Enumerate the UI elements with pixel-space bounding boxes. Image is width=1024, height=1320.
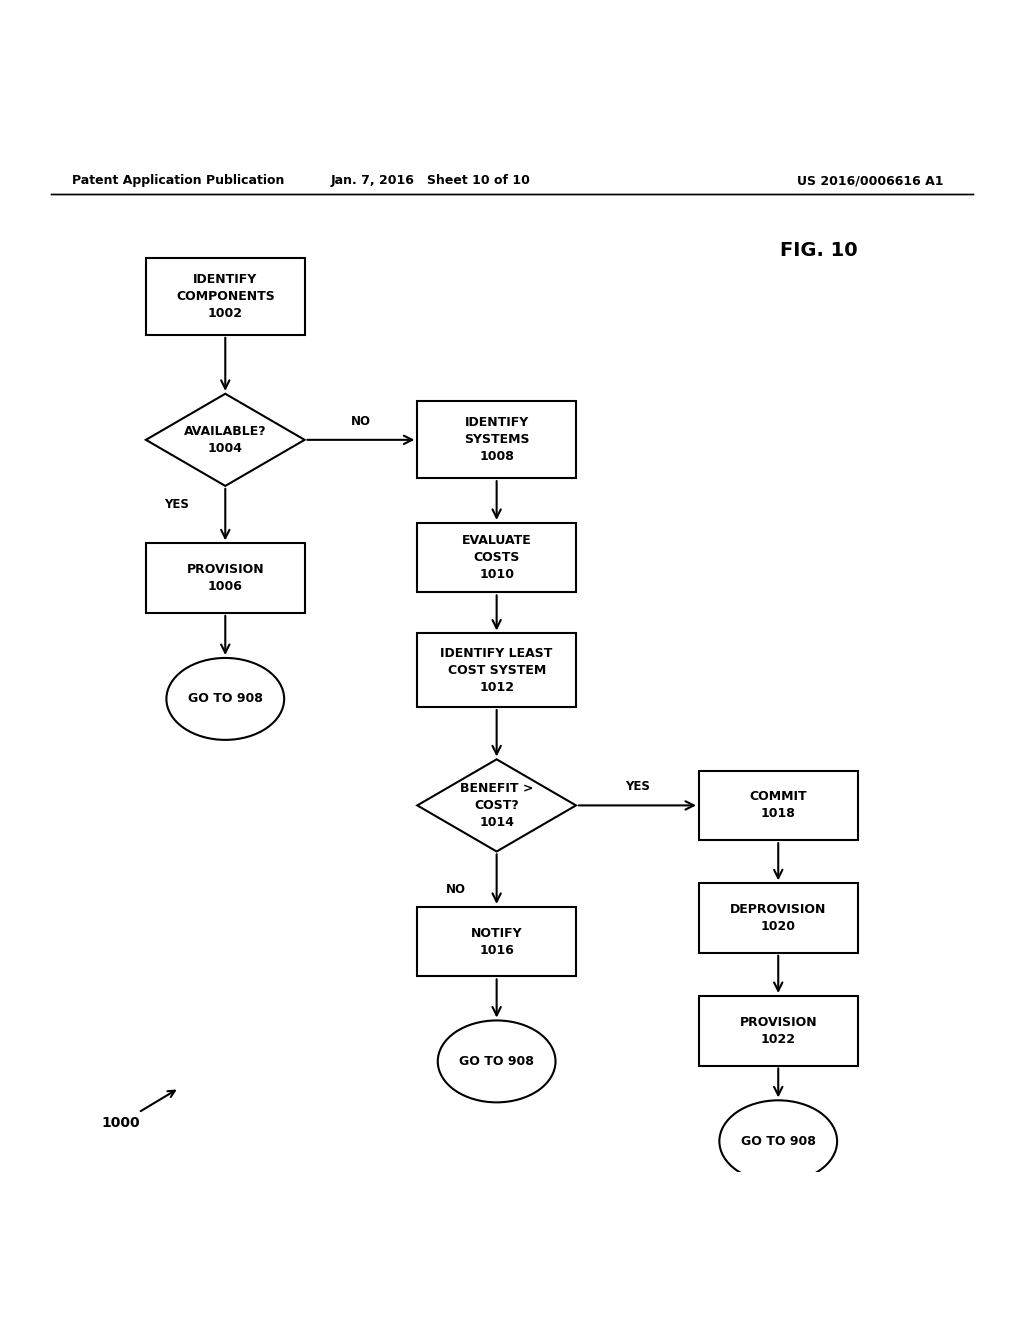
FancyBboxPatch shape [418, 634, 575, 708]
FancyBboxPatch shape [146, 544, 305, 612]
Text: GO TO 908: GO TO 908 [187, 693, 263, 705]
Text: AVAILABLE?
1004: AVAILABLE? 1004 [184, 425, 266, 455]
Text: NO: NO [445, 883, 466, 896]
Text: COMMIT
1018: COMMIT 1018 [750, 791, 807, 821]
FancyBboxPatch shape [146, 259, 305, 335]
Text: YES: YES [625, 780, 650, 793]
Polygon shape [146, 393, 305, 486]
FancyBboxPatch shape [698, 883, 858, 953]
Ellipse shape [719, 1101, 838, 1183]
FancyBboxPatch shape [418, 907, 575, 977]
FancyBboxPatch shape [698, 995, 858, 1065]
Text: PROVISION
1006: PROVISION 1006 [186, 564, 264, 593]
Text: 1000: 1000 [101, 1115, 140, 1130]
Text: IDENTIFY LEAST
COST SYSTEM
1012: IDENTIFY LEAST COST SYSTEM 1012 [440, 647, 553, 694]
FancyBboxPatch shape [418, 401, 575, 478]
Text: NO: NO [351, 414, 371, 428]
Text: YES: YES [164, 498, 188, 511]
Text: US 2016/0006616 A1: US 2016/0006616 A1 [797, 174, 944, 187]
Text: PROVISION
1022: PROVISION 1022 [739, 1015, 817, 1045]
Text: Jan. 7, 2016   Sheet 10 of 10: Jan. 7, 2016 Sheet 10 of 10 [330, 174, 530, 187]
Text: GO TO 908: GO TO 908 [459, 1055, 535, 1068]
Ellipse shape [438, 1020, 555, 1102]
Text: FIG. 10: FIG. 10 [780, 242, 858, 260]
FancyBboxPatch shape [418, 523, 575, 593]
Text: IDENTIFY
COMPONENTS
1002: IDENTIFY COMPONENTS 1002 [176, 273, 274, 319]
Text: BENEFIT >
COST?
1014: BENEFIT > COST? 1014 [460, 781, 534, 829]
Text: DEPROVISION
1020: DEPROVISION 1020 [730, 903, 826, 933]
Text: IDENTIFY
SYSTEMS
1008: IDENTIFY SYSTEMS 1008 [464, 416, 529, 463]
Text: NOTIFY
1016: NOTIFY 1016 [471, 927, 522, 957]
Text: Patent Application Publication: Patent Application Publication [72, 174, 284, 187]
Text: GO TO 908: GO TO 908 [740, 1135, 816, 1148]
Polygon shape [418, 759, 575, 851]
FancyBboxPatch shape [698, 771, 858, 841]
Ellipse shape [166, 657, 285, 741]
Text: EVALUATE
COSTS
1010: EVALUATE COSTS 1010 [462, 535, 531, 581]
